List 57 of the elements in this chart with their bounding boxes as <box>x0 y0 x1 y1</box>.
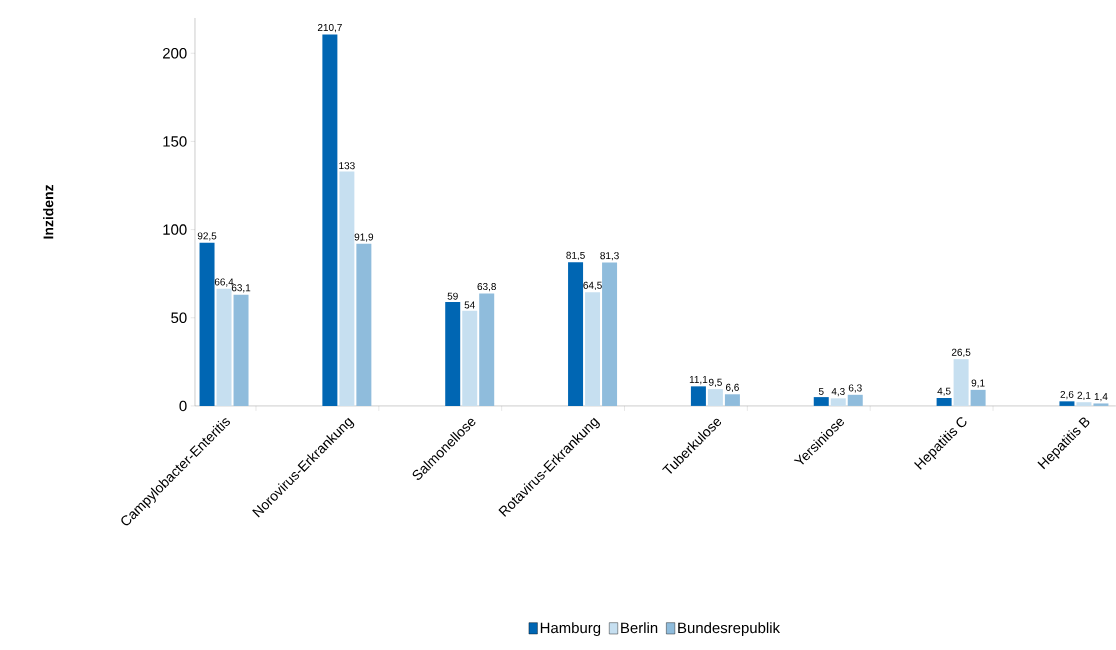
data-label: 6,3 <box>848 384 862 393</box>
bar <box>690 386 706 406</box>
data-label: 5 <box>818 388 824 395</box>
data-label: 54 <box>464 301 475 309</box>
legend-label: Berlin <box>621 622 658 634</box>
y-tick-label: 200 <box>163 48 187 59</box>
data-label: 9,1 <box>971 379 985 388</box>
data-label: 63,1 <box>231 284 251 293</box>
data-label: 91,9 <box>354 233 374 242</box>
bar <box>830 398 846 406</box>
bar <box>724 394 740 406</box>
bar <box>970 389 986 406</box>
bar <box>1076 402 1092 406</box>
data-label: 2,6 <box>1060 390 1074 400</box>
data-label: 59 <box>447 292 458 300</box>
bar <box>445 301 461 406</box>
data-label: 11,1 <box>689 376 708 385</box>
bar <box>707 389 723 406</box>
data-label: 6,6 <box>725 383 739 393</box>
y-tick-label: 150 <box>163 136 187 147</box>
bar <box>953 359 969 406</box>
legend-label: Bundesrepublik <box>678 622 781 637</box>
legend-label: Hamburg <box>540 622 601 637</box>
bar <box>356 243 372 406</box>
bar <box>199 242 215 406</box>
bar <box>462 310 478 406</box>
bar <box>216 288 232 406</box>
data-label: 81,3 <box>600 252 619 261</box>
data-label: 92,5 <box>197 232 217 241</box>
bar <box>936 398 952 406</box>
data-label: 210,7 <box>317 24 342 33</box>
data-label: 81,5 <box>566 251 585 261</box>
data-label: 4,5 <box>937 387 951 396</box>
data-label: 9,5 <box>708 378 722 388</box>
y-tick-label: 100 <box>163 224 187 235</box>
data-label: 4,3 <box>831 387 845 397</box>
data-label: 63,8 <box>477 283 496 292</box>
bar <box>813 397 829 406</box>
bar <box>339 171 355 406</box>
data-label: 64,5 <box>583 281 602 291</box>
data-label: 133 <box>339 162 355 170</box>
bar <box>322 34 338 406</box>
bar <box>233 294 249 406</box>
bar <box>1059 401 1075 406</box>
data-label: 1,4 <box>1094 393 1108 402</box>
y-tick-label: 0 <box>179 400 187 412</box>
bar <box>479 293 495 406</box>
bar <box>847 394 863 406</box>
y-tick-label: 50 <box>171 312 187 324</box>
bar <box>602 262 618 406</box>
bar <box>568 262 584 406</box>
data-label: 66,4 <box>214 278 234 287</box>
bar <box>1093 403 1109 406</box>
bar <box>585 292 601 406</box>
data-label: 26,5 <box>951 348 971 358</box>
y-axis-title: Inzidenz <box>43 185 54 239</box>
data-label: 2,1 <box>1077 391 1091 401</box>
